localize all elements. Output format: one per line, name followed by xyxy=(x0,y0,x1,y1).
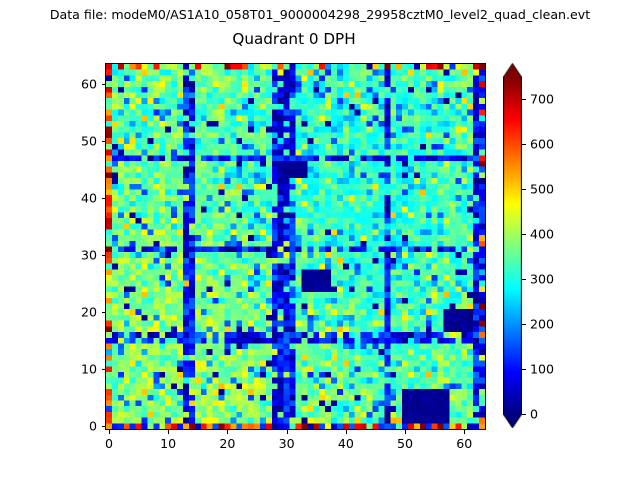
x-tick-label: 60 xyxy=(456,436,473,451)
x-tick-mark xyxy=(345,430,347,434)
x-tick-label: 20 xyxy=(219,436,236,451)
x-tick-label: 50 xyxy=(397,436,414,451)
y-tick-label: 30 xyxy=(80,247,97,263)
colorbar-tick-mark xyxy=(522,279,526,281)
x-tick-label: 40 xyxy=(337,436,354,451)
colorbar-tick-label: 700 xyxy=(530,91,555,107)
x-tick-mark xyxy=(405,430,407,434)
colorbar-tick-label: 500 xyxy=(530,181,555,197)
colorbar: 0 100 200 300 400 500 600 700 xyxy=(503,63,554,428)
colorbar-gradient xyxy=(503,63,522,428)
y-tick-label: 20 xyxy=(80,304,97,320)
colorbar-tick-mark xyxy=(522,144,526,146)
data-file-caption: Data file: modeM0/AS1A10_058T01_90000042… xyxy=(49,7,591,22)
y-tick-mark xyxy=(102,198,106,200)
heatmap-axes: 0 10 20 30 40 50 60 0 10 20 30 40 50 60 xyxy=(81,63,486,451)
x-tick-label: 30 xyxy=(278,436,295,451)
plot-title: Quadrant 0 DPH xyxy=(232,30,356,48)
colorbar-tick-mark xyxy=(522,414,526,415)
y-tick-mark xyxy=(102,426,106,428)
y-tick-label: 50 xyxy=(80,133,97,149)
x-tick-mark xyxy=(227,430,229,434)
y-tick-mark xyxy=(102,255,106,257)
detector-heatmap-image xyxy=(106,64,485,429)
colorbar-tick-label: 100 xyxy=(530,361,555,377)
colorbar-tick-mark xyxy=(522,324,526,326)
x-tick-mark xyxy=(108,430,110,434)
y-tick-label: 0 xyxy=(88,418,97,434)
y-tick-mark xyxy=(102,83,106,85)
x-tick-mark xyxy=(464,430,466,434)
y-tick-mark xyxy=(102,312,106,314)
y-tick-label: 40 xyxy=(80,190,97,206)
y-tick-mark xyxy=(102,140,106,142)
colorbar-tick-mark xyxy=(522,99,526,101)
x-tick-mark xyxy=(286,430,288,434)
colorbar-tick-label: 300 xyxy=(530,271,555,287)
colorbar-tick-mark xyxy=(522,189,526,191)
colorbar-tick-label: 400 xyxy=(530,226,555,242)
y-tick-label: 10 xyxy=(80,361,97,377)
y-tick-mark xyxy=(102,369,106,371)
x-tick-label: 0 xyxy=(104,436,113,451)
colorbar-tick-label: 0 xyxy=(530,406,539,422)
colorbar-tick-mark xyxy=(522,369,526,371)
x-tick-mark xyxy=(168,430,170,434)
x-tick-label: 10 xyxy=(160,436,177,451)
colorbar-tick-label: 600 xyxy=(530,136,555,152)
y-tick-label: 60 xyxy=(80,76,97,92)
colorbar-tick-label: 200 xyxy=(530,316,555,332)
colorbar-tick-mark xyxy=(522,234,526,236)
